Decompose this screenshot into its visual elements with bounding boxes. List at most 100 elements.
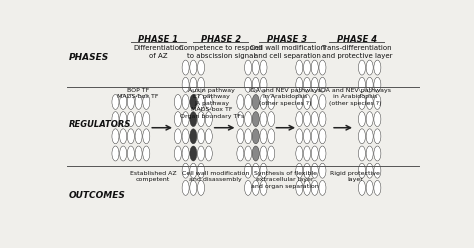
Ellipse shape [119, 94, 127, 109]
Ellipse shape [296, 129, 303, 144]
Ellipse shape [190, 60, 197, 75]
Ellipse shape [245, 112, 252, 127]
Ellipse shape [112, 112, 119, 127]
Ellipse shape [245, 94, 252, 109]
Ellipse shape [260, 146, 267, 161]
Text: Cell wall modification
and disassembly: Cell wall modification and disassembly [182, 171, 249, 183]
Ellipse shape [198, 112, 205, 127]
Ellipse shape [174, 129, 182, 144]
Ellipse shape [366, 60, 373, 75]
Ellipse shape [182, 60, 189, 75]
Ellipse shape [252, 77, 259, 92]
Ellipse shape [190, 129, 197, 144]
Ellipse shape [358, 60, 365, 75]
Ellipse shape [303, 112, 310, 127]
Ellipse shape [190, 146, 197, 161]
Text: REGULATORS: REGULATORS [68, 120, 131, 129]
Ellipse shape [260, 129, 267, 144]
Ellipse shape [358, 94, 365, 109]
Ellipse shape [260, 163, 267, 178]
Ellipse shape [143, 146, 150, 161]
Ellipse shape [303, 180, 310, 195]
Ellipse shape [182, 180, 189, 195]
Ellipse shape [245, 77, 252, 92]
Ellipse shape [366, 77, 373, 92]
Ellipse shape [374, 180, 381, 195]
Ellipse shape [358, 129, 365, 144]
Ellipse shape [303, 94, 310, 109]
Ellipse shape [374, 163, 381, 178]
Ellipse shape [182, 146, 189, 161]
Ellipse shape [135, 94, 142, 109]
Text: Cell wall modification
and cell separation: Cell wall modification and cell separati… [249, 45, 325, 59]
Ellipse shape [374, 94, 381, 109]
Ellipse shape [311, 77, 318, 92]
Ellipse shape [296, 180, 303, 195]
Ellipse shape [296, 77, 303, 92]
Ellipse shape [245, 60, 252, 75]
Ellipse shape [268, 129, 275, 144]
Ellipse shape [198, 180, 205, 195]
Ellipse shape [245, 129, 252, 144]
Ellipse shape [311, 129, 318, 144]
Ellipse shape [119, 129, 127, 144]
Ellipse shape [252, 146, 259, 161]
Ellipse shape [366, 94, 373, 109]
Ellipse shape [366, 129, 373, 144]
Ellipse shape [143, 94, 150, 109]
Ellipse shape [319, 129, 326, 144]
Text: Rigid protective
layer: Rigid protective layer [330, 171, 380, 183]
Ellipse shape [143, 129, 150, 144]
Ellipse shape [296, 60, 303, 75]
Ellipse shape [311, 60, 318, 75]
Ellipse shape [366, 146, 373, 161]
Ellipse shape [237, 146, 244, 161]
Ellipse shape [366, 112, 373, 127]
Ellipse shape [260, 180, 267, 195]
Ellipse shape [135, 146, 142, 161]
Ellipse shape [311, 180, 318, 195]
Ellipse shape [319, 94, 326, 109]
Ellipse shape [303, 60, 310, 75]
Ellipse shape [119, 112, 127, 127]
Ellipse shape [252, 112, 259, 127]
Ellipse shape [245, 163, 252, 178]
Ellipse shape [319, 163, 326, 178]
Text: IDA and NEV pathways
in Arabidopsis
(other species ?): IDA and NEV pathways in Arabidopsis (oth… [249, 88, 321, 106]
Ellipse shape [198, 94, 205, 109]
Ellipse shape [303, 146, 310, 161]
Ellipse shape [358, 77, 365, 92]
Text: Competence to respond
to abscission signal: Competence to respond to abscission sign… [179, 45, 263, 59]
Ellipse shape [205, 94, 212, 109]
Text: Trans-differentiation
and protective layer: Trans-differentiation and protective lay… [321, 45, 392, 59]
Ellipse shape [311, 112, 318, 127]
Ellipse shape [319, 112, 326, 127]
Ellipse shape [182, 94, 189, 109]
Ellipse shape [135, 129, 142, 144]
Ellipse shape [303, 129, 310, 144]
Ellipse shape [303, 77, 310, 92]
Ellipse shape [182, 163, 189, 178]
Ellipse shape [374, 146, 381, 161]
Text: BOP TF
MADS-box TF: BOP TF MADS-box TF [118, 88, 159, 99]
Ellipse shape [128, 146, 135, 161]
Ellipse shape [260, 112, 267, 127]
Ellipse shape [358, 146, 365, 161]
Ellipse shape [190, 180, 197, 195]
Ellipse shape [366, 163, 373, 178]
Ellipse shape [319, 77, 326, 92]
Ellipse shape [245, 180, 252, 195]
Ellipse shape [268, 94, 275, 109]
Ellipse shape [374, 77, 381, 92]
Ellipse shape [205, 129, 212, 144]
Ellipse shape [112, 146, 119, 161]
Ellipse shape [252, 163, 259, 178]
Ellipse shape [237, 129, 244, 144]
Ellipse shape [252, 60, 259, 75]
Ellipse shape [128, 112, 135, 127]
Ellipse shape [143, 112, 150, 127]
Ellipse shape [252, 180, 259, 195]
Text: PHASE 4: PHASE 4 [337, 34, 377, 44]
Ellipse shape [358, 112, 365, 127]
Text: Auxin pathway
ET pathway
JA pathway
MADS-box TF
Organ boundary TFs: Auxin pathway ET pathway JA pathway MADS… [180, 88, 244, 119]
